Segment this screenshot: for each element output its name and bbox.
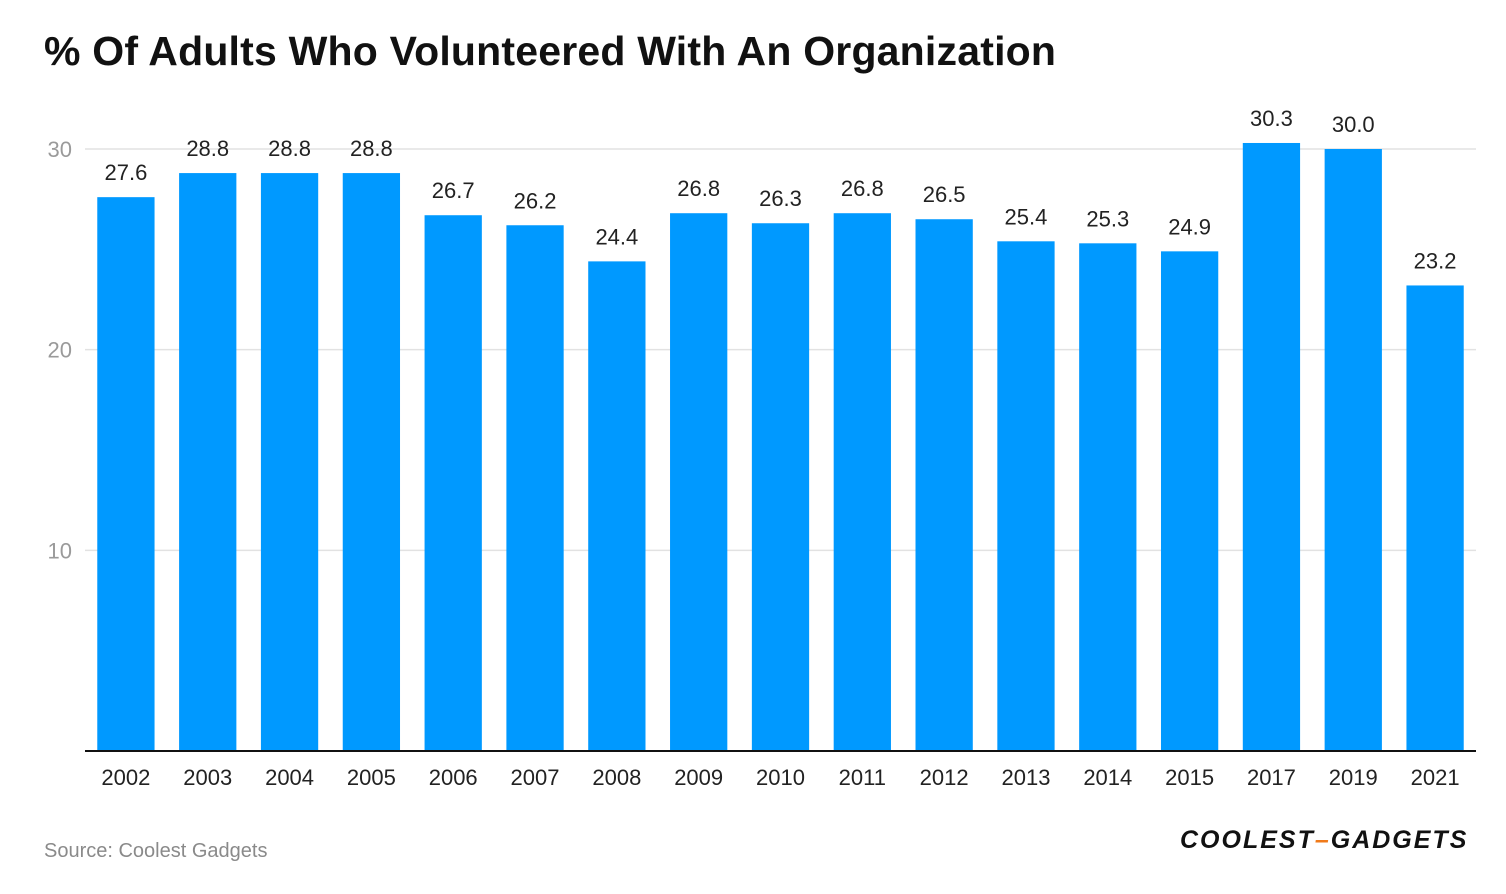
data-label: 26.3 <box>759 186 802 211</box>
bar <box>506 225 564 752</box>
data-label: 26.8 <box>677 176 720 201</box>
data-label: 26.8 <box>841 176 884 201</box>
source-text: Source: Coolest Gadgets <box>44 840 268 862</box>
data-label: 28.8 <box>186 136 229 161</box>
data-label: 25.4 <box>1005 204 1048 229</box>
data-label: 27.6 <box>104 160 147 185</box>
data-labels: 27.6 28.8 28.8 28.8 26.7 26.2 24.4 26.8 26.3 26.8… <box>104 106 1456 273</box>
x-tick-label: 2014 <box>1083 765 1132 790</box>
bar <box>1160 251 1219 751</box>
x-tick-label: 2013 <box>1001 765 1050 790</box>
y-axis-ticks: 10 20 30 <box>48 137 72 563</box>
data-label: 25.3 <box>1086 206 1129 231</box>
data-label: 30.0 <box>1332 112 1375 137</box>
data-label: 28.8 <box>268 136 311 161</box>
x-axis-ticks: 2002 2003 2004 2005 2006 2007 2008 2009 2010 2011… <box>101 765 1459 790</box>
bar <box>751 223 810 751</box>
chart-title: % Of Adults Who Volunteered With An Orga… <box>44 28 1057 74</box>
bar <box>342 173 401 751</box>
x-tick-label: 2007 <box>511 765 560 790</box>
y-tick-label: 30 <box>48 137 72 162</box>
logo-dash: – <box>1314 826 1331 854</box>
x-tick-label: 2006 <box>429 765 478 790</box>
bar <box>588 261 646 751</box>
bar <box>179 173 237 751</box>
bar <box>1079 243 1137 751</box>
bar <box>1406 285 1464 751</box>
x-tick-label: 2010 <box>756 765 805 790</box>
data-label: 24.4 <box>595 224 638 249</box>
x-tick-label: 2008 <box>592 765 641 790</box>
x-tick-label: 2003 <box>183 765 232 790</box>
bar <box>833 213 891 752</box>
brand-logo: COOLEST–GADGETS <box>1180 826 1468 855</box>
bar <box>915 219 973 751</box>
x-tick-label: 2019 <box>1329 765 1378 790</box>
bar <box>260 173 319 751</box>
x-tick-label: 2005 <box>347 765 396 790</box>
data-label: 28.8 <box>350 136 393 161</box>
data-label: 23.2 <box>1414 248 1457 273</box>
bars <box>97 142 1464 752</box>
data-label: 26.2 <box>514 188 557 213</box>
data-label: 26.7 <box>432 178 475 203</box>
y-tick-label: 20 <box>48 338 72 363</box>
bar <box>1324 149 1382 751</box>
x-tick-label: 2015 <box>1165 765 1214 790</box>
x-tick-label: 2009 <box>674 765 723 790</box>
x-tick-label: 2004 <box>265 765 314 790</box>
x-tick-label: 2021 <box>1411 765 1460 790</box>
y-tick-label: 10 <box>48 538 72 563</box>
bar <box>424 215 482 752</box>
x-tick-label: 2011 <box>839 765 886 790</box>
x-tick-label: 2017 <box>1247 765 1296 790</box>
x-tick-label: 2012 <box>920 765 969 790</box>
logo-left: COOLEST <box>1180 826 1315 854</box>
bar <box>97 197 155 751</box>
data-label: 24.9 <box>1168 214 1211 239</box>
bar <box>997 241 1055 751</box>
data-label: 26.5 <box>923 182 966 207</box>
data-label: 30.3 <box>1250 106 1293 131</box>
logo-right: GADGETS <box>1330 826 1469 854</box>
bar <box>1242 142 1301 752</box>
x-tick-label: 2002 <box>101 765 150 790</box>
bar <box>670 213 728 752</box>
